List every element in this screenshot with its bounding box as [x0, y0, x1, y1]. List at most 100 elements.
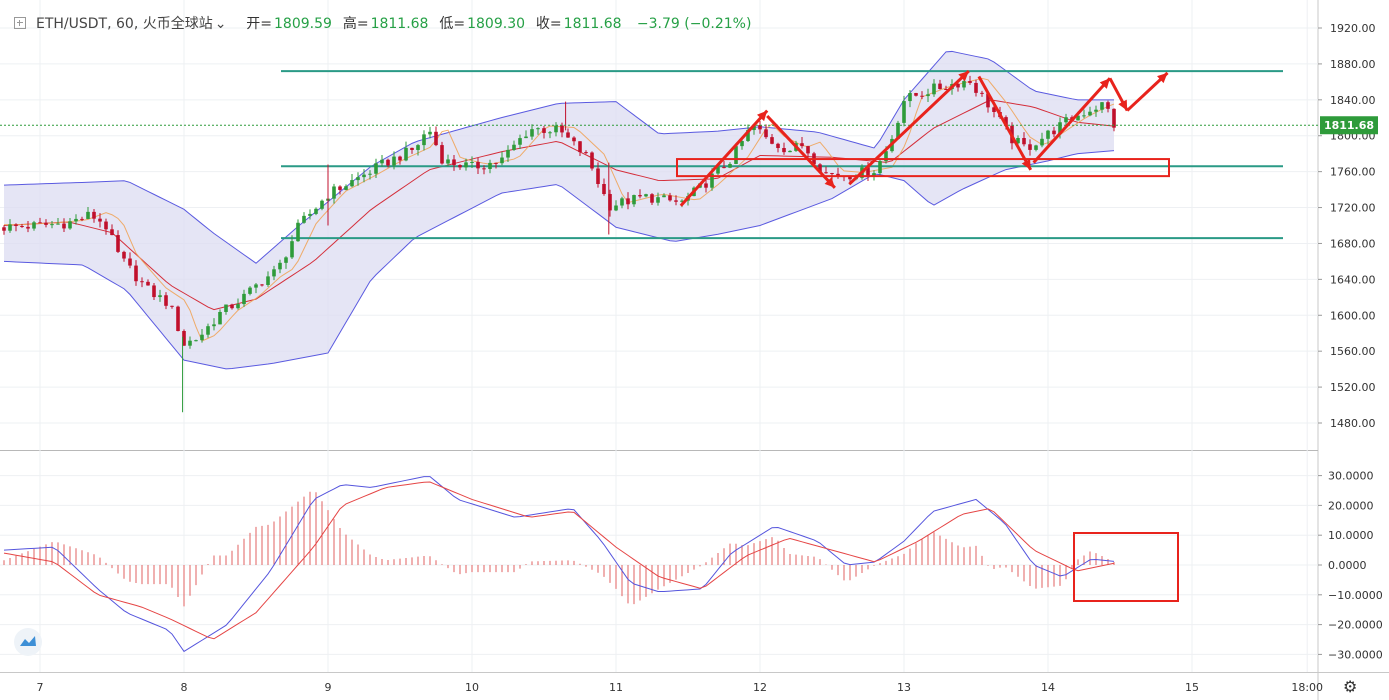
- change-value: −3.79 (−0.21%): [636, 16, 752, 32]
- candle-body: [122, 251, 126, 259]
- candle-body: [488, 162, 492, 169]
- candle-body: [1040, 138, 1044, 146]
- candle-body: [20, 226, 24, 228]
- candle-body: [1094, 109, 1098, 112]
- candle-body: [146, 281, 150, 286]
- candle-body: [722, 167, 726, 169]
- candle-body: [884, 151, 888, 162]
- trend-arrow: [1032, 77, 1112, 164]
- candle-body: [392, 156, 396, 166]
- candle-body: [254, 284, 258, 288]
- x-tick-label: 15: [1185, 681, 1199, 694]
- candle-body: [506, 149, 510, 158]
- candle-body: [1100, 102, 1104, 110]
- candle-body: [620, 198, 624, 206]
- low-value: 1809.30: [467, 16, 526, 32]
- candle-body: [992, 107, 996, 112]
- candle-body: [8, 224, 12, 231]
- candle-body: [422, 134, 426, 146]
- candle-body: [578, 141, 582, 153]
- candle-body: [476, 161, 480, 169]
- candle-body: [500, 157, 504, 164]
- candle-body: [644, 194, 648, 197]
- candle-body: [296, 222, 300, 242]
- candle-body: [212, 324, 216, 327]
- candle-body: [602, 184, 606, 195]
- candle-body: [746, 130, 750, 142]
- chevron-down-icon[interactable]: ⌄: [214, 16, 227, 32]
- candle-body: [536, 128, 540, 130]
- last-price-label: 1811.68: [1324, 119, 1374, 132]
- candle-body: [896, 122, 900, 139]
- candle-body: [170, 305, 174, 307]
- candle-body: [1082, 115, 1086, 117]
- macd-y-tick-label: 0.0000: [1328, 559, 1367, 572]
- x-tick-label: 14: [1041, 681, 1055, 694]
- candle-body: [740, 141, 744, 147]
- candle-body: [1076, 115, 1080, 121]
- y-tick-label: 1560.00: [1330, 345, 1376, 358]
- candle-body: [356, 177, 360, 181]
- candle-body: [452, 159, 456, 166]
- candle-body: [86, 211, 90, 219]
- candle-body: [134, 265, 138, 282]
- moving-average-line: [4, 77, 1115, 342]
- candle-body: [110, 229, 114, 236]
- candle-body: [524, 136, 528, 139]
- candle-body: [866, 167, 870, 176]
- candle-body: [206, 326, 210, 335]
- candle-body: [788, 150, 792, 153]
- candle-body: [464, 162, 468, 168]
- close-label: 收=: [535, 16, 562, 32]
- trend-arrow-head: [824, 177, 835, 188]
- candle-body: [518, 138, 522, 145]
- candle-body: [116, 235, 120, 252]
- candle-body: [266, 276, 270, 285]
- logo-icon[interactable]: [14, 628, 42, 656]
- candle-body: [986, 93, 990, 108]
- candle-body: [140, 281, 144, 283]
- y-tick-label: 1840.00: [1330, 94, 1376, 107]
- candle-body: [650, 194, 654, 203]
- candle-body: [584, 152, 588, 154]
- candle-body: [752, 125, 756, 131]
- candle-body: [176, 306, 180, 332]
- candle-body: [38, 222, 42, 224]
- macd-y-tick-label: −30.0000: [1328, 648, 1383, 661]
- candle-body: [374, 163, 378, 174]
- symbol-label[interactable]: ETH/USDT, 60, 火币全球站: [36, 16, 213, 32]
- candle-body: [308, 213, 312, 216]
- candle-body: [200, 334, 204, 341]
- candle-body: [674, 200, 678, 202]
- candle-body: [104, 221, 108, 230]
- x-tick-label: 12: [753, 681, 767, 694]
- candle-body: [836, 173, 840, 177]
- x-tick-label: 8: [181, 681, 188, 694]
- candle-body: [710, 173, 714, 188]
- candle-body: [332, 186, 336, 199]
- trend-arrow-head: [1118, 99, 1128, 111]
- trend-arrow: [848, 70, 970, 186]
- trend-arrow-head: [1099, 78, 1110, 89]
- candle-body: [944, 89, 948, 91]
- trend-arrow-head: [756, 110, 768, 122]
- candle-body: [1022, 138, 1026, 145]
- candle-body: [590, 152, 594, 169]
- candle-body: [350, 180, 354, 187]
- trend-arrow-head: [1157, 72, 1168, 84]
- candle-body: [908, 93, 912, 102]
- candle-body: [284, 257, 288, 263]
- candle-body: [380, 159, 384, 164]
- candle-body: [734, 146, 738, 164]
- candle-body: [938, 83, 942, 90]
- candle-body: [272, 269, 276, 277]
- trend-arrow: [679, 109, 769, 207]
- x-tick-label: 13: [897, 681, 911, 694]
- expand-icon[interactable]: [14, 17, 26, 29]
- candle-body: [128, 258, 132, 266]
- x-tick-label: 9: [325, 681, 332, 694]
- candle-body: [608, 194, 612, 211]
- candle-body: [470, 161, 474, 163]
- gear-icon[interactable]: ⚙: [1343, 677, 1358, 696]
- candle-body: [458, 165, 462, 168]
